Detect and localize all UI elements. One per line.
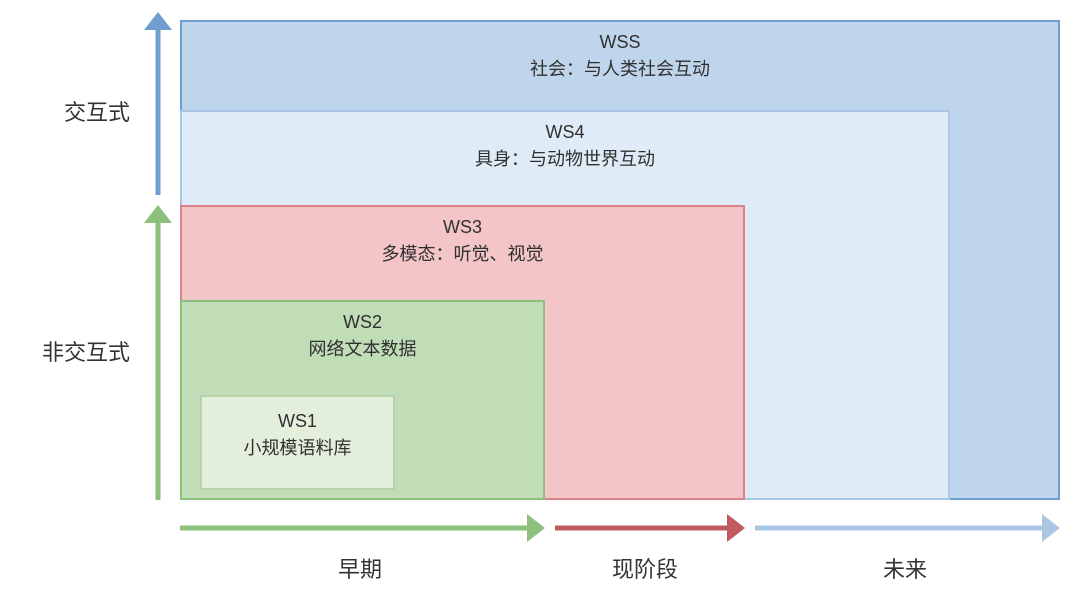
box-ws2-title: WS2 — [182, 312, 543, 333]
box-ws2-subtitle: 网络文本数据 — [182, 335, 543, 361]
box-ws3-subtitle: 多模态：听觉、视觉 — [182, 240, 743, 266]
x-label-future: 未来 — [845, 552, 965, 584]
box-ws1: WS1小规模语料库 — [200, 395, 395, 490]
y-arrow-top — [148, 12, 168, 195]
y-arrow-bottom — [148, 205, 168, 500]
diagram-stage: WSS社会：与人类社会互动 WS4具身：与动物世界互动 WS3多模态：听觉、视觉 WS… — [0, 0, 1080, 595]
box-ws1-title: WS1 — [202, 411, 393, 432]
x-arrow-future — [755, 518, 1060, 538]
box-ws1-subtitle: 小规模语料库 — [202, 434, 393, 460]
x-label-current: 现阶段 — [585, 552, 705, 584]
x-arrow-current — [555, 518, 745, 538]
y-label-bottom: 非交互式 — [35, 335, 130, 367]
box-ws5-title: WSS — [182, 32, 1058, 53]
y-label-top: 交互式 — [35, 95, 130, 127]
x-label-early: 早期 — [300, 552, 420, 584]
box-ws4-title: WS4 — [182, 122, 948, 143]
box-ws5-subtitle: 社会：与人类社会互动 — [182, 55, 1058, 81]
x-arrow-early — [180, 518, 545, 538]
box-ws4-subtitle: 具身：与动物世界互动 — [182, 145, 948, 171]
box-ws3-title: WS3 — [182, 217, 743, 238]
